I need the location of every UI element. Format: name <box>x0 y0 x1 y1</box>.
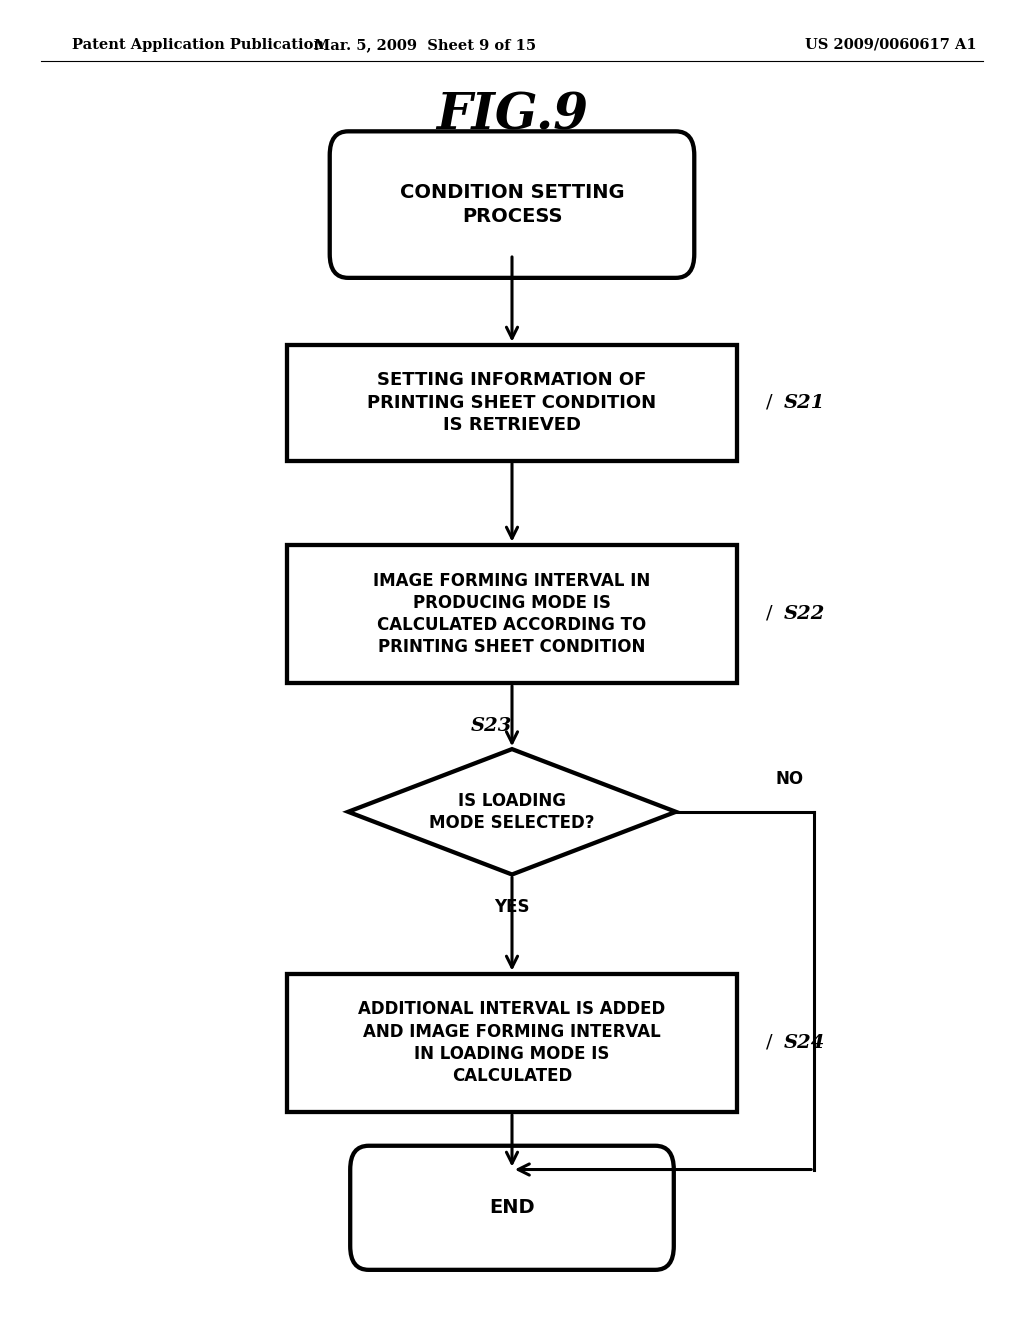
Text: /: / <box>767 393 773 412</box>
FancyBboxPatch shape <box>287 345 737 461</box>
Text: US 2009/0060617 A1: US 2009/0060617 A1 <box>805 38 977 51</box>
FancyBboxPatch shape <box>287 974 737 1111</box>
Text: ADDITIONAL INTERVAL IS ADDED
AND IMAGE FORMING INTERVAL
IN LOADING MODE IS
CALCU: ADDITIONAL INTERVAL IS ADDED AND IMAGE F… <box>358 1001 666 1085</box>
Text: Patent Application Publication: Patent Application Publication <box>72 38 324 51</box>
Text: NO: NO <box>776 770 804 788</box>
Text: IS LOADING
MODE SELECTED?: IS LOADING MODE SELECTED? <box>429 792 595 832</box>
Text: S24: S24 <box>783 1034 824 1052</box>
Text: /: / <box>767 605 773 623</box>
Text: IMAGE FORMING INTERVAL IN
PRODUCING MODE IS
CALCULATED ACCORDING TO
PRINTING SHE: IMAGE FORMING INTERVAL IN PRODUCING MODE… <box>374 572 650 656</box>
Text: END: END <box>489 1199 535 1217</box>
Text: CONDITION SETTING
PROCESS: CONDITION SETTING PROCESS <box>399 183 625 226</box>
FancyBboxPatch shape <box>330 132 694 279</box>
FancyBboxPatch shape <box>287 544 737 682</box>
Text: S21: S21 <box>783 393 824 412</box>
Text: S22: S22 <box>783 605 824 623</box>
Text: FIG.9: FIG.9 <box>436 91 588 141</box>
Text: YES: YES <box>495 898 529 916</box>
Text: Mar. 5, 2009  Sheet 9 of 15: Mar. 5, 2009 Sheet 9 of 15 <box>314 38 536 51</box>
Text: S23: S23 <box>471 717 512 735</box>
Polygon shape <box>348 750 676 874</box>
Text: /: / <box>767 1034 773 1052</box>
FancyBboxPatch shape <box>350 1146 674 1270</box>
Text: SETTING INFORMATION OF
PRINTING SHEET CONDITION
IS RETRIEVED: SETTING INFORMATION OF PRINTING SHEET CO… <box>368 371 656 434</box>
